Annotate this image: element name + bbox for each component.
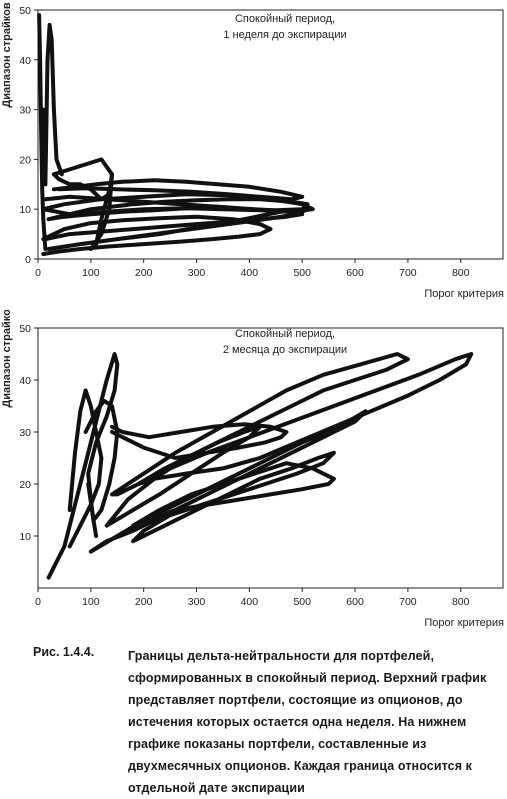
series-line-9 bbox=[41, 214, 273, 256]
x-tick-label: 200 bbox=[135, 267, 153, 279]
series-line-8 bbox=[88, 172, 114, 251]
x-tick-label: 100 bbox=[82, 267, 100, 279]
y-tick-label: 10 bbox=[19, 531, 31, 543]
x-axis-label: Порог критерия bbox=[424, 288, 504, 300]
chart-title: Спокойный период, bbox=[235, 13, 335, 25]
figure-label: Рис. 1.4.4. bbox=[33, 645, 95, 659]
chart-2-months: 0 100 200 300 400 500 600 700 800 10 20 30 40 50 Споко… bbox=[1, 310, 504, 629]
y-tick-label: 40 bbox=[19, 55, 31, 67]
y-axis-label: Диапазон страйков bbox=[1, 310, 13, 408]
chart-subtitle: 2 месяца до экспирации bbox=[223, 344, 347, 356]
x-tick-label: 500 bbox=[293, 267, 311, 279]
x-tick-label: 400 bbox=[241, 267, 259, 279]
figure-caption-text: Границы дельта-нейтральности для портфел… bbox=[128, 649, 487, 795]
x-tick-label: 400 bbox=[241, 596, 259, 608]
y-tick-label: 40 bbox=[19, 375, 31, 387]
x-tick-label: 200 bbox=[135, 596, 153, 608]
x-tick-label: 500 bbox=[293, 596, 311, 608]
y-tick-label: 30 bbox=[19, 427, 31, 439]
x-tick-label: 600 bbox=[346, 596, 364, 608]
x-tick-label: 300 bbox=[188, 596, 206, 608]
series-line-3 bbox=[83, 398, 120, 523]
x-tick-label: 300 bbox=[188, 267, 206, 279]
y-axis-label: Диапазон страйков bbox=[1, 2, 13, 107]
y-tick-label: 50 bbox=[19, 5, 31, 17]
x-tick-label: 700 bbox=[399, 596, 417, 608]
plot-frame bbox=[37, 9, 504, 260]
series-line-6 bbox=[43, 194, 305, 242]
plot-frame bbox=[37, 327, 504, 589]
x-tick-label: 700 bbox=[399, 267, 417, 279]
x-tick-label: 0 bbox=[35, 596, 41, 608]
series-line-2 bbox=[41, 22, 64, 187]
series-line-1 bbox=[37, 13, 48, 251]
chart-subtitle: 1 неделя до экспирации bbox=[223, 29, 346, 41]
series-line-4 bbox=[41, 192, 315, 217]
x-tick-label: 600 bbox=[346, 267, 364, 279]
chart-1-week: 0 100 200 300 400 500 600 700 800 0 10 20 30 40 50 Спок… bbox=[1, 2, 504, 300]
y-tick-label: 50 bbox=[19, 323, 31, 335]
series-line-6 bbox=[136, 352, 474, 486]
y-tick-label: 0 bbox=[25, 254, 31, 266]
x-tick-label: 100 bbox=[82, 596, 100, 608]
series-line-9 bbox=[110, 422, 289, 460]
chart-title: Спокойный период, bbox=[235, 328, 335, 340]
series-line-10 bbox=[131, 450, 336, 544]
x-tick-label: 0 bbox=[35, 267, 41, 279]
y-tick-label: 10 bbox=[19, 204, 31, 216]
y-tick-label: 30 bbox=[19, 105, 31, 117]
series-line-2 bbox=[67, 388, 104, 549]
y-tick-label: 20 bbox=[19, 479, 31, 491]
y-tick-label: 20 bbox=[19, 154, 31, 166]
series-line-7 bbox=[51, 157, 114, 202]
series-line-5 bbox=[46, 207, 310, 251]
series-line-10 bbox=[51, 178, 305, 202]
x-tick-label: 800 bbox=[452, 267, 470, 279]
x-axis-label: Порог критерия bbox=[424, 617, 504, 629]
x-tick-label: 800 bbox=[452, 596, 470, 608]
